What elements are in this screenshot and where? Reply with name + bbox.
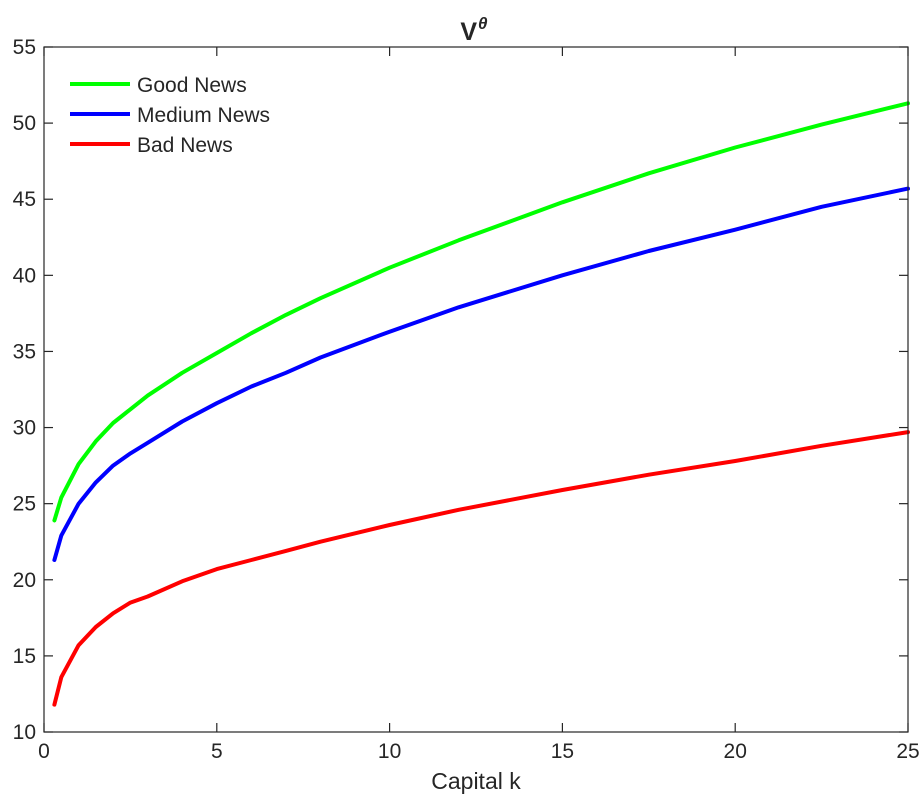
x-tick-label: 15 bbox=[551, 740, 574, 763]
y-tick-label: 25 bbox=[13, 493, 36, 516]
series-line-medium-news bbox=[52, 186, 910, 562]
y-tick-label: 35 bbox=[13, 340, 36, 363]
y-tick-label: 50 bbox=[13, 112, 36, 135]
y-tick-label: 10 bbox=[13, 721, 36, 744]
legend-label: Bad News bbox=[137, 134, 233, 157]
chart-title-main: V bbox=[460, 18, 477, 46]
y-tick-label: 55 bbox=[13, 36, 36, 59]
y-tick-label: 45 bbox=[13, 188, 36, 211]
y-tick-label: 20 bbox=[13, 569, 36, 592]
x-tick-label: 25 bbox=[896, 740, 919, 763]
x-tick-label: 10 bbox=[378, 740, 401, 763]
series-line-good-news bbox=[52, 101, 910, 523]
x-tick-label: 0 bbox=[38, 740, 50, 763]
y-tick-label: 15 bbox=[13, 645, 36, 668]
x-axis-label: Capital k bbox=[431, 768, 521, 794]
legend-label: Medium News bbox=[137, 104, 270, 127]
series-layer bbox=[52, 101, 910, 707]
series-line-bad-news bbox=[52, 430, 910, 707]
legend-label: Good News bbox=[137, 74, 247, 97]
y-tick-label: 40 bbox=[13, 264, 36, 287]
chart-title-superscript: θ bbox=[478, 14, 488, 33]
plot-frame bbox=[43, 46, 909, 733]
legend: Good News Medium News Bad News bbox=[70, 74, 270, 157]
y-tick-label: 30 bbox=[13, 417, 36, 440]
x-tick-label: 5 bbox=[211, 740, 223, 763]
x-tick-label: 20 bbox=[724, 740, 747, 763]
axes: 0 5 10 15 20 25 10 15 20 25 30 35 40 45 50 55 bbox=[13, 36, 920, 763]
chart-title: V θ bbox=[460, 14, 488, 46]
